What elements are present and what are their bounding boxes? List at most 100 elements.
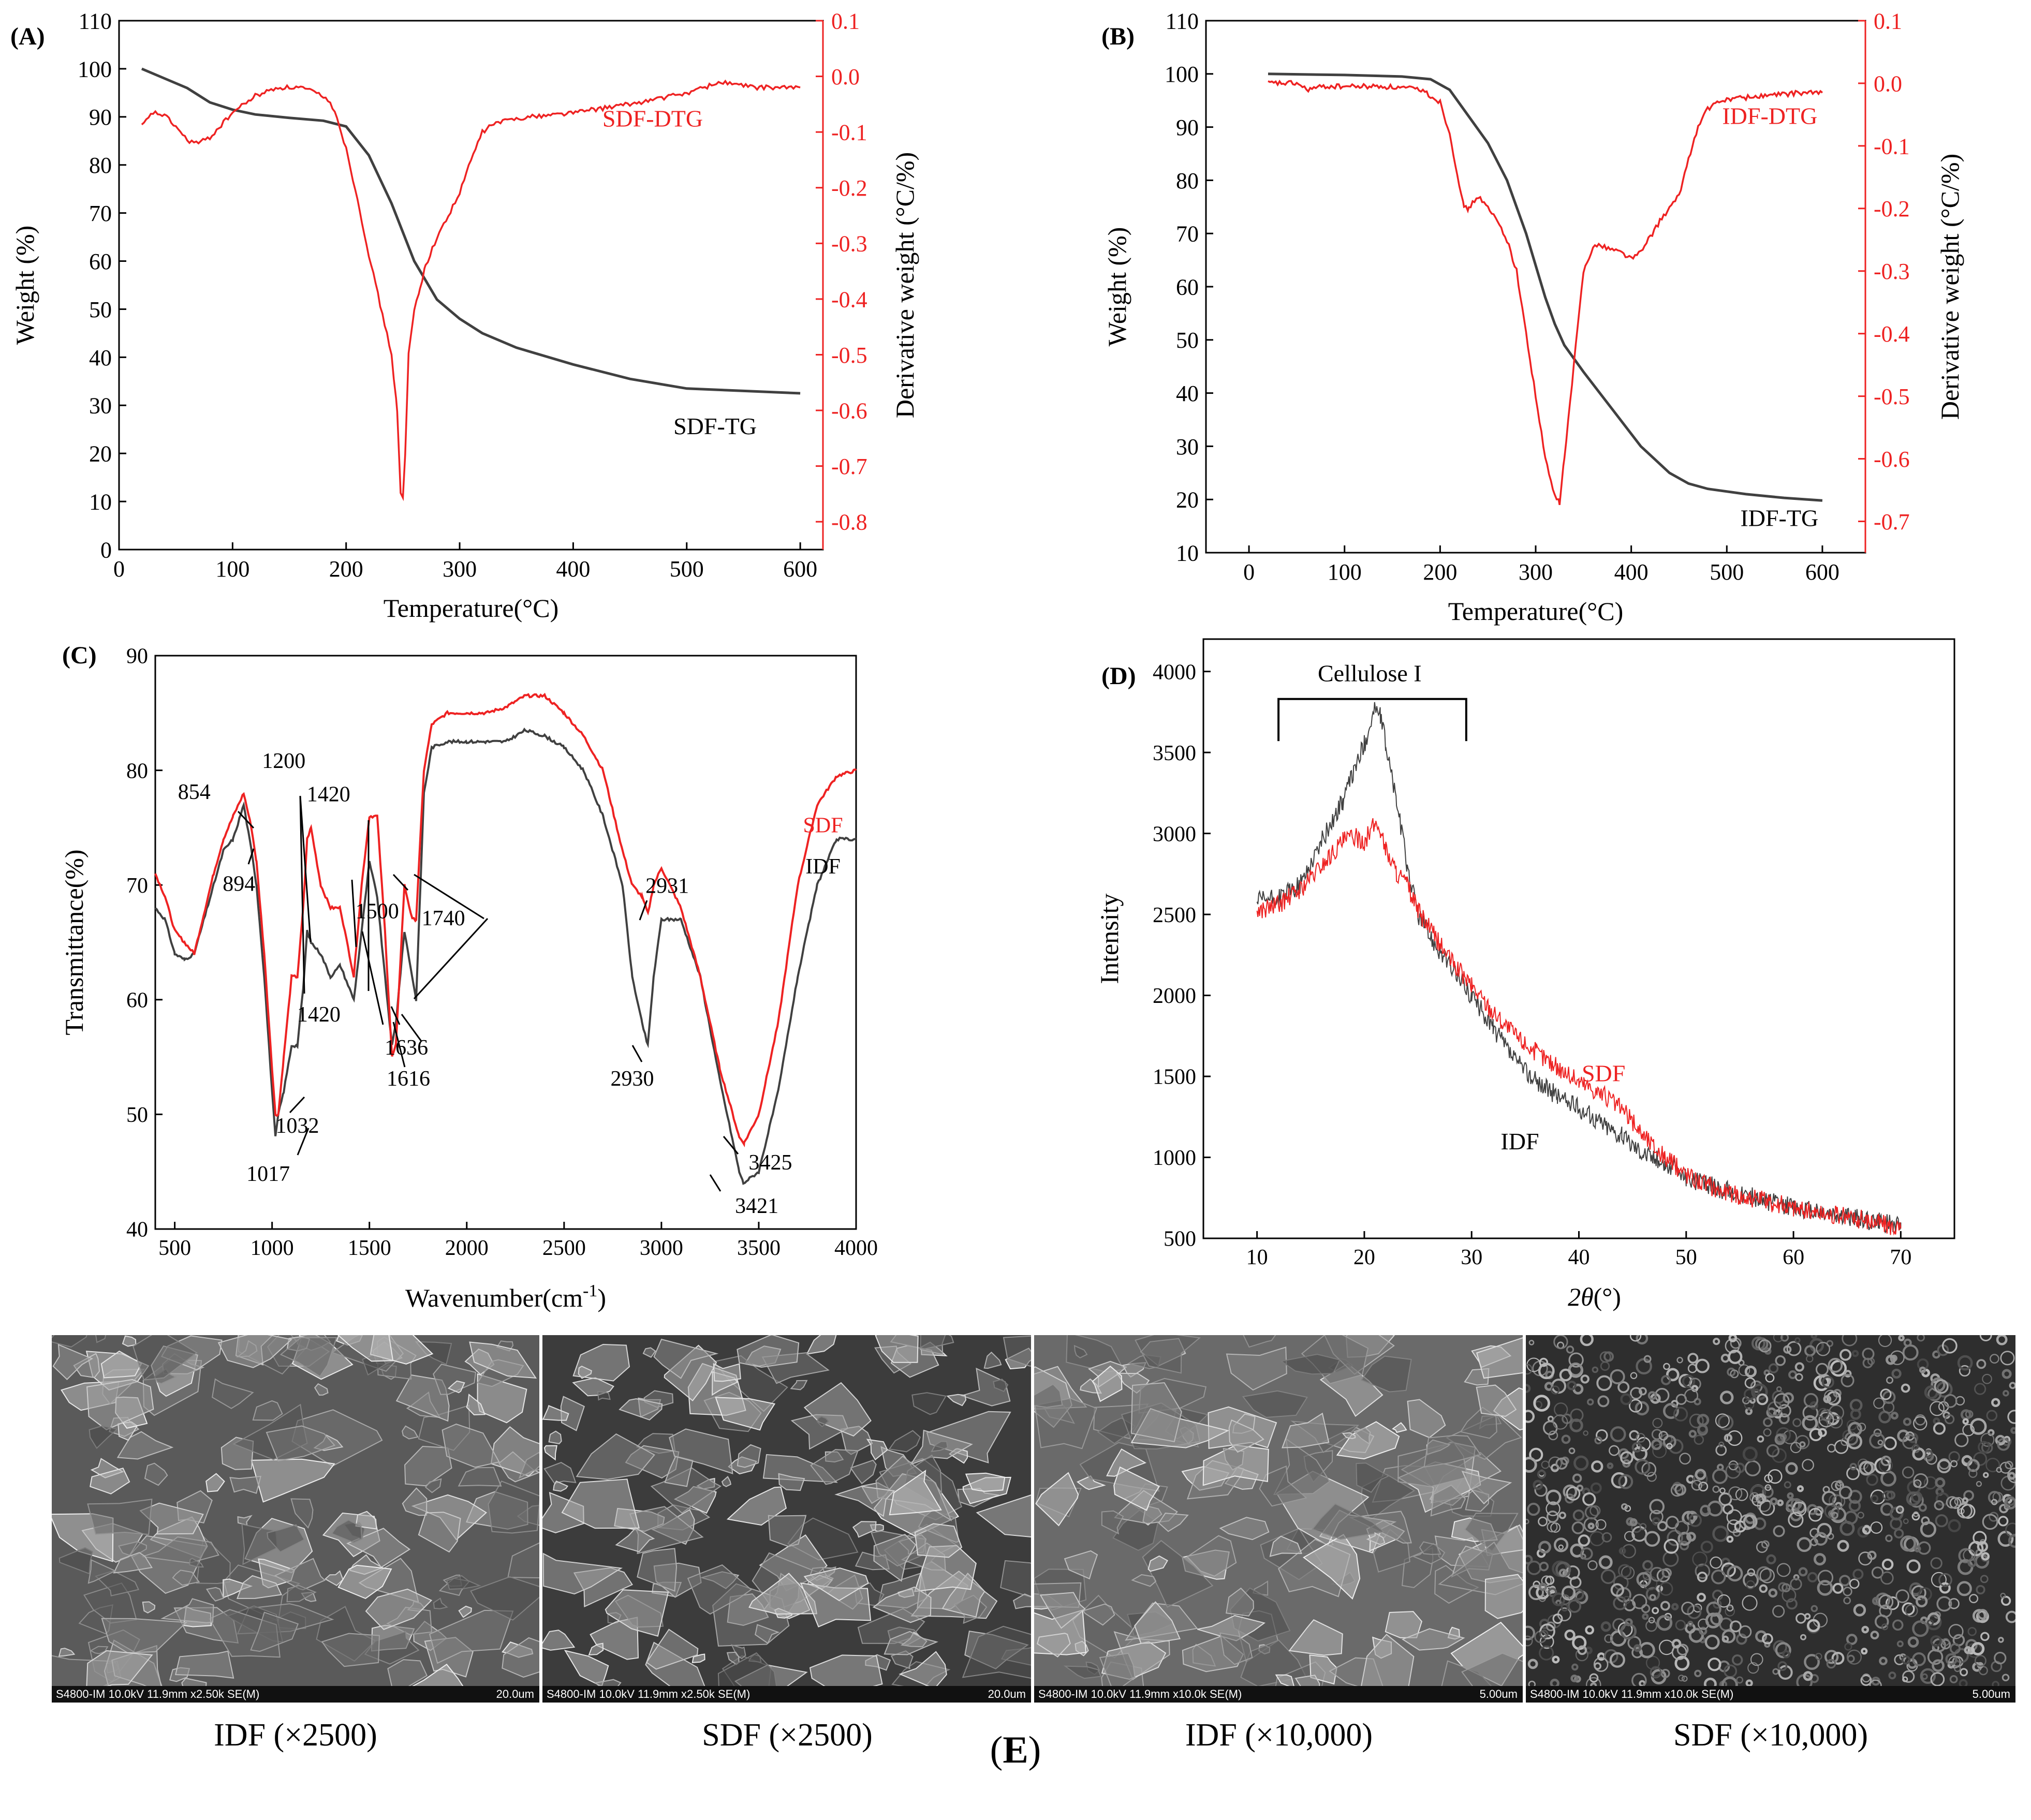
sem-caption-2: SDF (×2500) (702, 1718, 873, 1753)
sem-pore (1890, 1412, 1898, 1420)
sem-flake (543, 1445, 557, 1461)
peak-label: 1200 (262, 749, 305, 773)
sem-pore (1807, 1619, 1820, 1633)
sem-flake (402, 1425, 419, 1440)
panel-label-e: (E) (938, 1728, 1093, 1772)
sem-flake (1282, 1412, 1330, 1448)
y-tick-label: 0 (100, 537, 112, 563)
y-tick-label: 60 (89, 249, 112, 274)
sem-flake (412, 1663, 464, 1686)
sem-pore (1815, 1653, 1822, 1660)
peak-label: SDF (803, 813, 843, 837)
peak-leader-line (351, 879, 357, 948)
sem-flake (1226, 1587, 1254, 1617)
sem-pore (1610, 1426, 1626, 1442)
sem-pore (1976, 1359, 1986, 1369)
sem-pore (1837, 1540, 1849, 1552)
sem-pore (1790, 1498, 1802, 1510)
chart-a-thermogram: 0 100 200 300 400 500 600 0 10 20 30 40 50 60 70 80 90 10… (10, 8, 919, 623)
sem-scale-text: 5.00um (1972, 1688, 2010, 1700)
sem-pore (1724, 1433, 1733, 1442)
sem-pore (1848, 1500, 1861, 1512)
sem-image-3: S4800-IM 10.0kV 11.9mm x10.0k SE(M) 5.00… (1034, 1335, 1523, 1703)
sem-pore (1553, 1537, 1569, 1552)
sem-flake (542, 1552, 623, 1595)
sem-pore (1596, 1375, 1612, 1391)
sem-pore (1758, 1339, 1772, 1353)
sem-pore (1674, 1655, 1690, 1671)
sem-pore (1652, 1444, 1667, 1458)
sem-pore (1546, 1501, 1561, 1516)
sem-pore (2010, 1427, 2015, 1434)
sem-pore (1656, 1615, 1673, 1631)
sem-pore (1817, 1580, 1833, 1596)
sem-pore (1968, 1541, 1984, 1557)
sem-pore (1607, 1462, 1614, 1469)
sem-flake (424, 1478, 442, 1493)
series-line-idf (1256, 702, 1902, 1234)
sem-flake (1039, 1592, 1086, 1629)
sem-flake (809, 1654, 883, 1686)
sem-pore (1807, 1572, 1818, 1582)
y2-tick-label: -0.7 (831, 454, 867, 479)
sem-pore (1598, 1555, 1613, 1570)
sem-flake (1279, 1353, 1341, 1375)
sem-pore (1743, 1514, 1758, 1529)
xrd-annotation: IDF (1500, 1128, 1539, 1155)
sem-pore (1601, 1532, 1612, 1543)
sem-flake (962, 1625, 1031, 1679)
sem-pore (1959, 1679, 1968, 1686)
sem-pore (1631, 1647, 1643, 1659)
peak-leader-line (414, 874, 484, 920)
sem-pore (1684, 1388, 1699, 1403)
sem-pore (1539, 1357, 1549, 1367)
sem-pore (1809, 1428, 1823, 1442)
sem-pore (1849, 1578, 1860, 1589)
sem-pore (1586, 1398, 1594, 1405)
y-tick-label: 80 (89, 153, 112, 178)
sem-pore (1786, 1598, 1798, 1610)
sem-pore (1686, 1511, 1698, 1522)
sem-pore (1756, 1493, 1767, 1504)
sem-pore (1631, 1594, 1647, 1609)
panel-label-b: (B) (1101, 23, 1135, 50)
sem-pore (1736, 1676, 1744, 1684)
sem-flake (866, 1439, 888, 1461)
sem-pore (1787, 1492, 1794, 1499)
sem-pore (1762, 1486, 1774, 1498)
peak-leader-line (392, 1022, 406, 1068)
sem-pore (1828, 1357, 1843, 1373)
sem-pore (1862, 1526, 1871, 1535)
sem-pore (1788, 1512, 1804, 1528)
sem-pore (1888, 1671, 1896, 1680)
sem-pore (1824, 1650, 1839, 1664)
sem-pore (1611, 1472, 1628, 1489)
sem-pore (1571, 1663, 1579, 1671)
sem-pore (1831, 1512, 1838, 1519)
x-tick-label: 500 (1710, 559, 1744, 585)
sem-pore (1587, 1560, 1598, 1571)
sem-pore (1679, 1453, 1691, 1465)
sem-pore (1687, 1604, 1702, 1619)
series-annotation: IDF-TG (1740, 505, 1818, 531)
y-tick-label: 20 (1176, 487, 1199, 513)
y2-axis-label: Derivative weight (°C/%) (1935, 154, 1964, 420)
sem-flake (941, 1572, 985, 1618)
sem-flake (142, 1601, 156, 1614)
sem-pore (1718, 1441, 1725, 1447)
y2-tick-label: -0.5 (1874, 384, 1910, 409)
sem-pore (1590, 1482, 1602, 1494)
sem-flake (737, 1444, 761, 1468)
sem-pore (1552, 1613, 1563, 1624)
sem-pore (1636, 1433, 1645, 1443)
sem-pore (1786, 1341, 1802, 1356)
sem-pore (1880, 1455, 1891, 1467)
sem-pore (1804, 1613, 1811, 1620)
sem-pore (1949, 1643, 1961, 1654)
sem-pore (1784, 1481, 1791, 1489)
sem-flake (331, 1519, 363, 1543)
sem-pore (1873, 1397, 1885, 1409)
sem-pore (1996, 1434, 2005, 1444)
sem-pore (1561, 1586, 1576, 1601)
x-tick-label: 500 (158, 1236, 191, 1260)
